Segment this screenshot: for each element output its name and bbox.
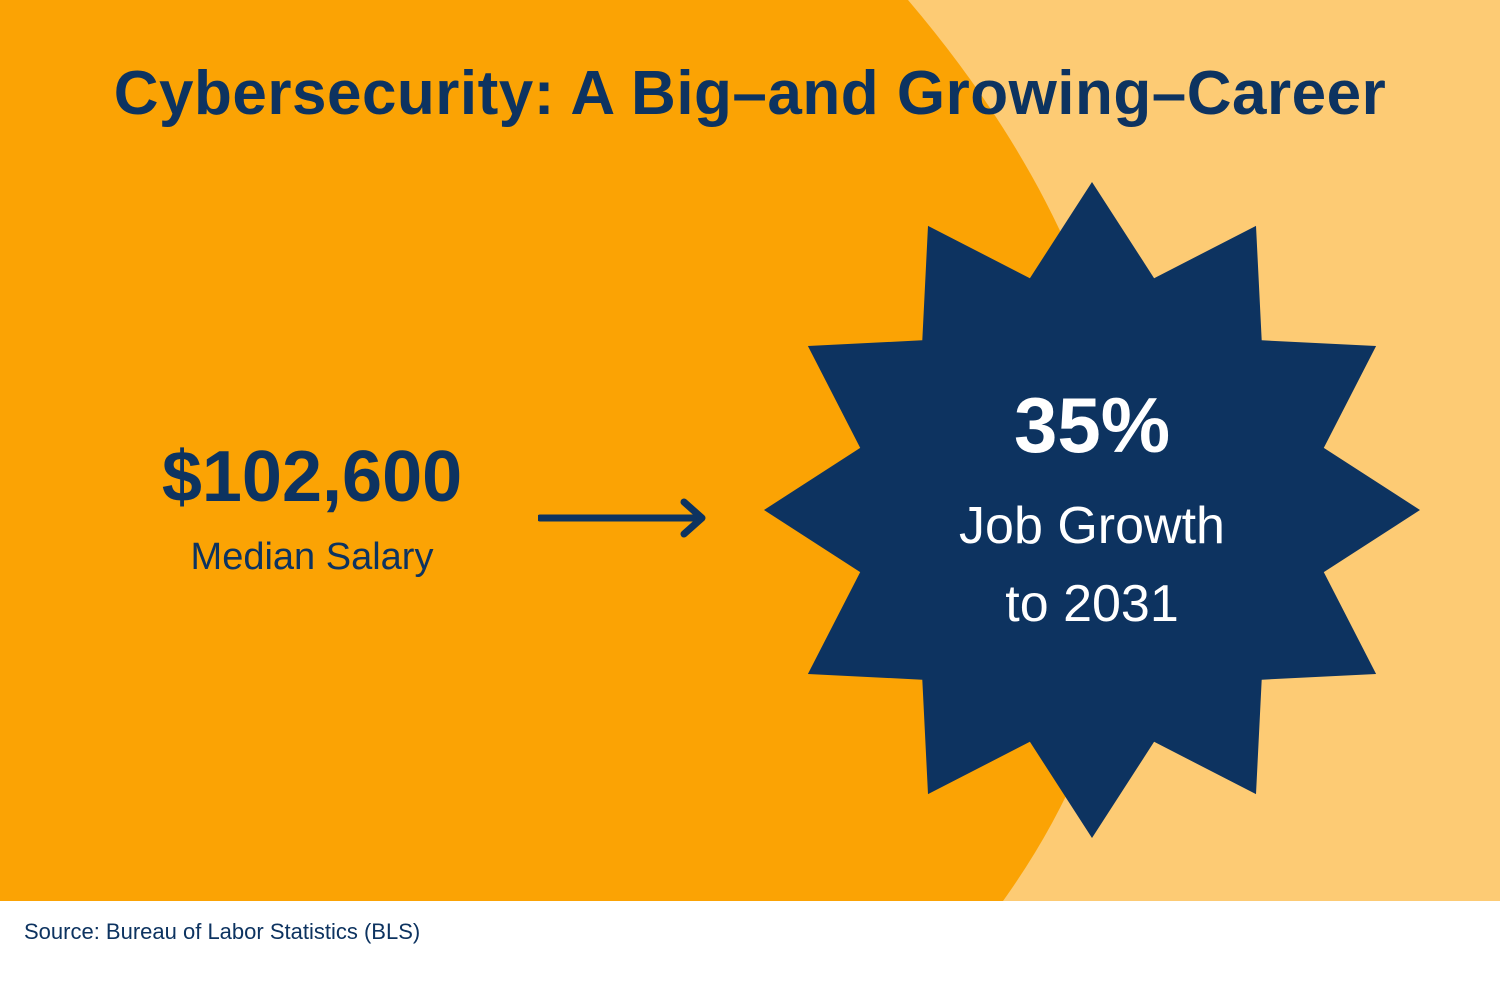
salary-label: Median Salary	[190, 536, 434, 578]
arrow-right-icon	[538, 498, 706, 538]
growth-value: 35%	[1013, 381, 1171, 469]
page-title: Cybersecurity: A Big–and Growing–Career	[113, 59, 1387, 128]
growth-label-line2: to 2031	[1005, 575, 1179, 633]
source-note: Source: Bureau of Labor Statistics (BLS)	[24, 919, 421, 944]
banner: Cybersecurity: A Big–and Growing–Career …	[0, 0, 1500, 901]
salary-value: $102,600	[161, 437, 463, 517]
growth-label-line1: Job Growth	[959, 497, 1225, 555]
growth-label: Job Growth to 2031	[842, 487, 1342, 643]
starburst-badge	[764, 182, 1420, 838]
